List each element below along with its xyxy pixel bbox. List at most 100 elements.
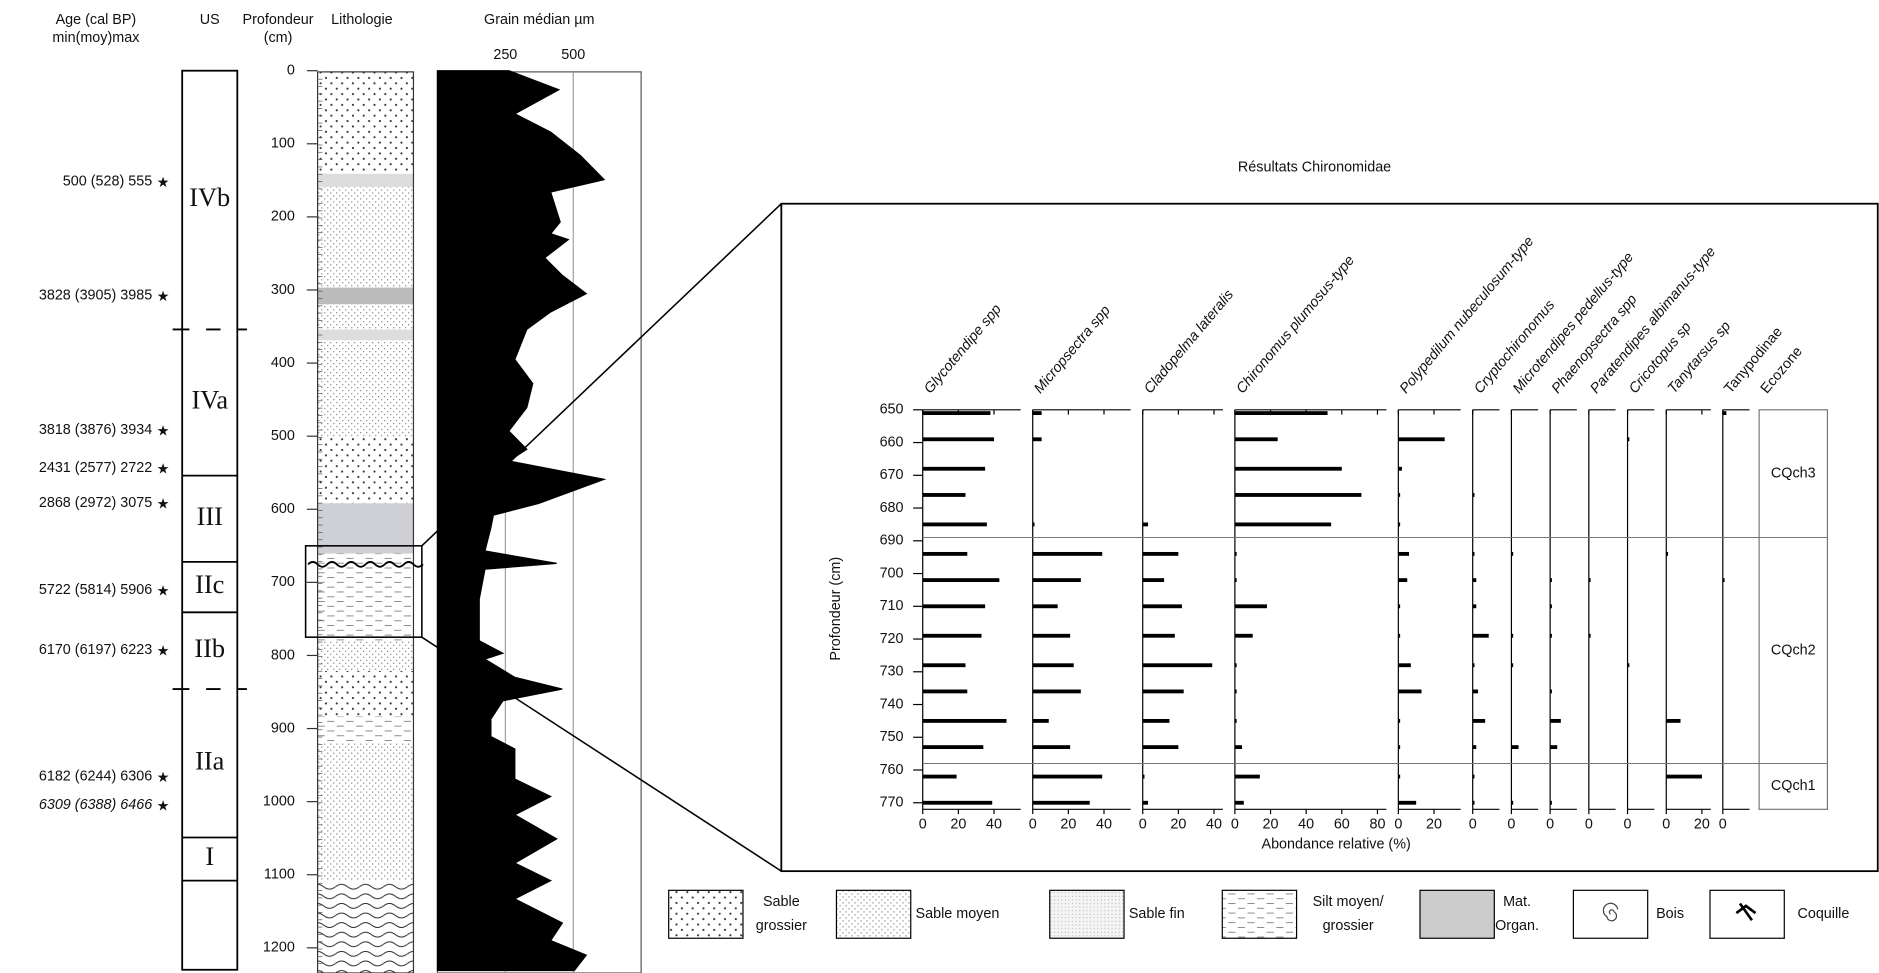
legend-label: Bois [1656, 906, 1684, 922]
x-tick-label: 250 [493, 47, 517, 63]
bar [1234, 774, 1260, 779]
bar [1142, 633, 1175, 638]
x-tick-label: 0 [919, 817, 927, 833]
lithology-layer [317, 329, 414, 341]
bar [1398, 745, 1401, 750]
bar [1550, 689, 1552, 694]
y-tick-label: 730 [880, 664, 904, 680]
y-tick-label: 760 [880, 762, 904, 778]
lithology-layer [317, 71, 414, 174]
y-tick-label: 300 [271, 282, 295, 298]
x-tick-label: 20 [950, 817, 966, 833]
age-header: Age (cal BP) [56, 12, 137, 28]
bar [1511, 633, 1514, 638]
age-star: ★ [157, 798, 170, 814]
legend-symbol [1735, 902, 1757, 922]
bar [1032, 411, 1042, 416]
y-tick-label: 720 [880, 631, 904, 647]
bar [922, 522, 987, 527]
x-tick-label: 40 [1096, 817, 1112, 833]
x-tick-label: 0 [1469, 817, 1477, 833]
bar [1398, 800, 1417, 805]
bar [1398, 522, 1401, 527]
lithology-layer [317, 880, 414, 973]
bar [1398, 633, 1401, 638]
y-tick-label: 0 [287, 62, 295, 78]
bar [1666, 774, 1702, 779]
unit-label: IIa [195, 746, 225, 775]
age-star: ★ [157, 423, 170, 439]
bar [1472, 493, 1475, 497]
y-tick-label: 1200 [263, 940, 295, 956]
bar [1234, 411, 1328, 416]
zoom-box [304, 545, 423, 638]
stratigraphy: Age (cal BP) min(moy)max US Profondeur (… [52, 12, 594, 46]
x-tick-label: 0 [1394, 817, 1402, 833]
bar [1472, 604, 1477, 609]
bar [922, 745, 984, 750]
bar [1032, 718, 1049, 723]
bar [922, 604, 986, 609]
x-tick-label: 20 [1694, 817, 1710, 833]
age-label: 6170 (6197) 6223 [39, 642, 152, 658]
bar [1398, 604, 1401, 609]
age-star: ★ [157, 289, 170, 305]
x-tick-label: 0 [1507, 817, 1515, 833]
lithology-layer [317, 716, 414, 743]
x-tick-label: 0 [1231, 817, 1239, 833]
x-tick-label: 0 [1585, 817, 1593, 833]
bar [1032, 663, 1074, 668]
zoom-line [421, 203, 782, 547]
bar [1472, 689, 1479, 694]
bar [1142, 663, 1213, 668]
depth-header: (cm) [264, 30, 293, 46]
bar [1234, 633, 1253, 638]
bar [922, 633, 982, 638]
zoom-line [421, 636, 782, 872]
bar [1472, 718, 1486, 723]
age-star: ★ [157, 583, 170, 599]
bar [1550, 633, 1552, 638]
x-tick-label: 20 [1263, 817, 1279, 833]
bar [1142, 578, 1165, 583]
x-tick-label: 0 [1546, 817, 1554, 833]
bar [1472, 551, 1475, 556]
bar [1234, 689, 1237, 694]
x-tick-label: 20 [1170, 817, 1186, 833]
age-label: 6182 (6244) 6306 [39, 769, 152, 785]
unit-label: IVb [189, 183, 230, 212]
legend-label: Silt moyen/ [1313, 894, 1384, 910]
bar [1032, 551, 1103, 556]
y-tick-label: 710 [880, 598, 904, 614]
bar [1472, 800, 1475, 805]
bar [1032, 522, 1035, 527]
bar [1032, 745, 1071, 750]
unit-label: IIb [194, 634, 225, 663]
lithology-layer [317, 437, 414, 504]
bar [1398, 466, 1402, 471]
bar [1234, 663, 1237, 668]
age-star: ★ [157, 496, 170, 512]
unit-label: I [205, 842, 214, 871]
legend-label: Mat. [1503, 894, 1531, 910]
x-axis-label: Abondance relative (%) [1261, 837, 1410, 853]
bar [1234, 522, 1332, 527]
lithology-layer [317, 287, 414, 305]
zone-label: CQch2 [1771, 642, 1816, 658]
y-tick-label: 600 [271, 501, 295, 517]
bar [1234, 604, 1267, 609]
age-label: 500 (528) 555 [63, 174, 152, 190]
chart-title: Résultats Chironomidae [1238, 160, 1391, 176]
bar [922, 493, 966, 497]
age-label: 5722 (5814) 5906 [39, 582, 152, 598]
bar [922, 774, 957, 779]
bar [1234, 578, 1237, 583]
y-tick-label: 800 [271, 647, 295, 663]
legend-label: Coquille [1797, 906, 1849, 922]
x-tick-label: 0 [1662, 817, 1670, 833]
us-header: US [200, 12, 220, 28]
y-tick-label: 770 [880, 795, 904, 811]
